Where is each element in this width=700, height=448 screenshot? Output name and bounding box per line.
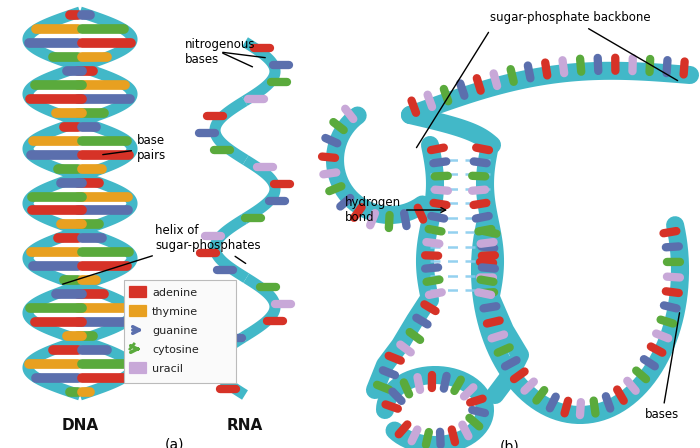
Text: base
pairs: base pairs bbox=[103, 134, 167, 162]
FancyBboxPatch shape bbox=[124, 280, 236, 383]
Text: hydrogen
bond: hydrogen bond bbox=[345, 196, 446, 224]
Text: thymine: thymine bbox=[152, 307, 198, 317]
Text: cytosine: cytosine bbox=[152, 345, 199, 355]
FancyBboxPatch shape bbox=[129, 305, 148, 318]
Text: bases: bases bbox=[645, 313, 680, 422]
Text: sugar-phosphate backbone: sugar-phosphate backbone bbox=[490, 12, 678, 81]
Text: (a): (a) bbox=[165, 438, 185, 448]
Text: nitrogenous
bases: nitrogenous bases bbox=[185, 38, 256, 67]
FancyBboxPatch shape bbox=[129, 285, 148, 298]
Text: uracil: uracil bbox=[152, 364, 183, 374]
Text: RNA: RNA bbox=[227, 418, 263, 433]
Text: helix of
sugar-phosphates: helix of sugar-phosphates bbox=[155, 224, 260, 263]
FancyBboxPatch shape bbox=[129, 362, 148, 375]
Text: guanine: guanine bbox=[152, 326, 197, 336]
Text: adenine: adenine bbox=[152, 288, 197, 298]
Text: (b): (b) bbox=[500, 440, 520, 448]
Text: DNA: DNA bbox=[62, 418, 99, 433]
